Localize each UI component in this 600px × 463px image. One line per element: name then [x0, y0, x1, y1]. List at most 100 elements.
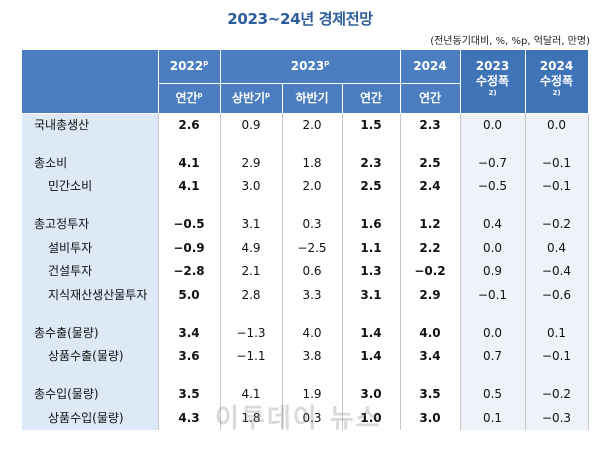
cell-adj2023: −0.5 [460, 174, 526, 199]
table-row: 건설투자 −2.8 2.1 0.6 1.3 −0.2 0.9 −0.4 [22, 259, 589, 284]
cell-adj2024: −0.2 [525, 382, 589, 406]
header-adj-2024: 2024 수정폭 2) [525, 50, 589, 114]
spacer-row [22, 198, 589, 213]
cell-v2022: −0.5 [158, 212, 221, 236]
cell-adj2024: −0.1 [525, 150, 589, 175]
table-row: 민간소비 4.1 3.0 2.0 2.5 2.4 −0.5 −0.1 [22, 174, 589, 199]
table-row: 설비투자 −0.9 4.9 −2.5 1.1 2.2 0.0 0.4 [22, 235, 589, 260]
spacer-cell [525, 306, 589, 321]
cell-adj2023: 0.1 [460, 405, 526, 430]
cell-adj2023: 0.0 [460, 320, 526, 345]
subheader-second-half: 하반기 [282, 83, 343, 114]
table-row: 상품수입(물량) 4.3 1.8 0.3 1.0 3.0 0.1 −0.3 [22, 405, 589, 430]
cell-y2023: 1.3 [342, 259, 401, 284]
table-row: 총소비 4.1 2.9 1.8 2.3 2.5 −0.7 −0.1 [22, 150, 589, 175]
cell-v2022: 3.6 [158, 344, 221, 369]
cell-y2023: 1.1 [342, 235, 401, 260]
spacer-cell [460, 198, 526, 213]
spacer-cell [220, 198, 283, 213]
cell-h1: 2.9 [220, 150, 283, 175]
cell-y2024: −0.2 [400, 259, 461, 284]
cell-adj2023: 0.4 [460, 212, 526, 236]
spacer-cell [525, 368, 589, 383]
table-row: 총수출(물량) 3.4 −1.3 4.0 1.4 4.0 0.0 0.1 [22, 320, 589, 345]
cell-h2: 1.8 [282, 150, 343, 175]
cell-h2: −2.5 [282, 235, 343, 260]
cell-adj2024: 0.4 [525, 235, 589, 260]
row-label: 총고정투자 [22, 212, 159, 236]
cell-h1: 4.1 [220, 382, 283, 406]
cell-adj2024: −0.6 [525, 283, 589, 307]
spacer-cell [220, 306, 283, 321]
spacer-row [22, 306, 589, 321]
spacer-cell [220, 368, 283, 383]
cell-y2023: 1.0 [342, 405, 401, 430]
cell-h2: 0.6 [282, 259, 343, 284]
spacer-cell [460, 136, 526, 151]
cell-v2022: 3.4 [158, 320, 221, 345]
spacer-cell [22, 306, 159, 321]
cell-adj2024: −0.1 [525, 344, 589, 369]
cell-v2022: −2.8 [158, 259, 221, 284]
spacer-cell [525, 136, 589, 151]
cell-adj2024: −0.4 [525, 259, 589, 284]
cell-h1: −1.3 [220, 320, 283, 345]
spacer-cell [282, 136, 343, 151]
spacer-cell [342, 368, 401, 383]
cell-y2023: 3.0 [342, 382, 401, 406]
cell-h1: 0.9 [220, 112, 283, 137]
cell-h1: 2.8 [220, 283, 283, 307]
spacer-cell [282, 368, 343, 383]
cell-h2: 2.0 [282, 112, 343, 137]
row-label: 건설투자 [22, 259, 159, 284]
cell-h2: 0.3 [282, 212, 343, 236]
table-row: 상품수출(물량) 3.6 −1.1 3.8 1.4 3.4 0.7 −0.1 [22, 344, 589, 369]
spacer-cell [400, 306, 461, 321]
spacer-cell [22, 368, 159, 383]
spacer-row [22, 368, 589, 383]
cell-v2022: 5.0 [158, 283, 221, 307]
cell-adj2023: 0.0 [460, 112, 526, 137]
table-body: 국내총생산 2.6 0.9 2.0 1.5 2.3 0.0 0.0 총소비 4.1 2.9 1.8 2.… [22, 112, 589, 430]
cell-h2: 3.3 [282, 283, 343, 307]
cell-y2024: 2.4 [400, 174, 461, 199]
cell-y2024: 3.0 [400, 405, 461, 430]
cell-h1: 3.1 [220, 212, 283, 236]
subheader-first-half: 상반기p [220, 83, 283, 114]
spacer-cell [400, 368, 461, 383]
spacer-cell [158, 198, 221, 213]
cell-adj2023: 0.7 [460, 344, 526, 369]
header-2024: 2024 [400, 50, 461, 84]
cell-adj2024: −0.2 [525, 212, 589, 236]
table-row: 국내총생산 2.6 0.9 2.0 1.5 2.3 0.0 0.0 [22, 112, 589, 137]
spacer-cell [460, 306, 526, 321]
table-row: 총고정투자 −0.5 3.1 0.3 1.6 1.2 0.4 −0.2 [22, 212, 589, 236]
cell-adj2023: −0.7 [460, 150, 526, 175]
cell-h2: 0.3 [282, 405, 343, 430]
cell-adj2023: −0.1 [460, 283, 526, 307]
spacer-cell [158, 136, 221, 151]
table-row: 지식재산생산물투자 5.0 2.8 3.3 3.1 2.9 −0.1 −0.6 [22, 283, 589, 307]
cell-v2022: 4.1 [158, 150, 221, 175]
cell-h1: −1.1 [220, 344, 283, 369]
subheader-2022-annual: 연간p [158, 83, 221, 114]
row-label: 총수입(물량) [22, 382, 159, 406]
spacer-cell [342, 306, 401, 321]
row-label: 민간소비 [22, 174, 159, 199]
row-label: 상품수출(물량) [22, 344, 159, 369]
cell-h1: 3.0 [220, 174, 283, 199]
cell-h1: 1.8 [220, 405, 283, 430]
subheader-2024-annual: 연간 [400, 83, 461, 114]
cell-y2023: 2.5 [342, 174, 401, 199]
cell-y2023: 1.6 [342, 212, 401, 236]
cell-h1: 2.1 [220, 259, 283, 284]
cell-h2: 3.8 [282, 344, 343, 369]
cell-y2023: 3.1 [342, 283, 401, 307]
cell-h2: 1.9 [282, 382, 343, 406]
table-row: 총수입(물량) 3.5 4.1 1.9 3.0 3.5 0.5 −0.2 [22, 382, 589, 406]
cell-v2022: 3.5 [158, 382, 221, 406]
unit-note: (전년동기대비, %, %p, 억달러, 만명) [430, 36, 590, 47]
page-title: 2023~24년 경제전망 [227, 10, 373, 28]
row-label: 설비투자 [22, 235, 159, 260]
cell-y2023: 1.4 [342, 344, 401, 369]
